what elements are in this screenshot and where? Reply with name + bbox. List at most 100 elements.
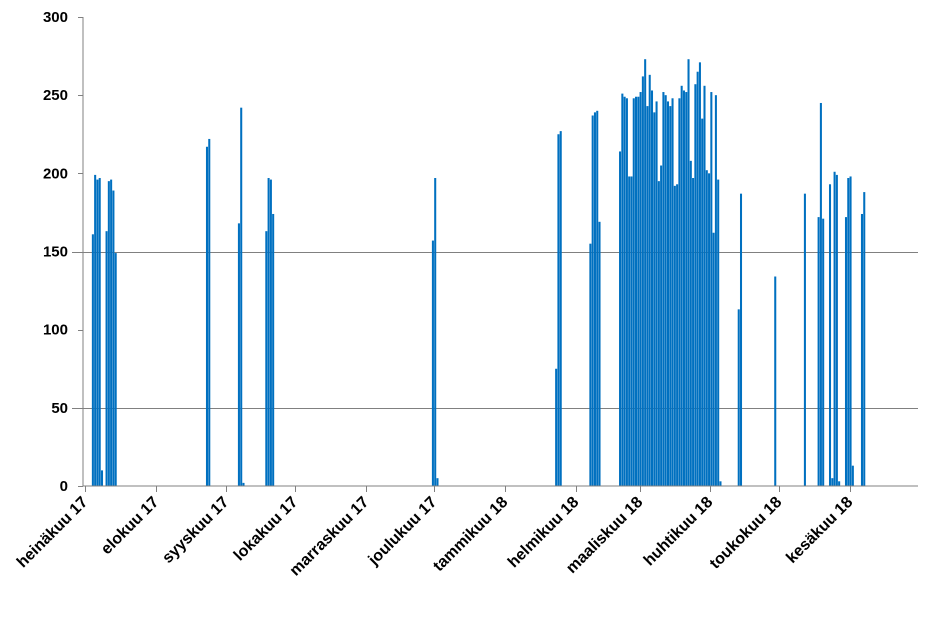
bar [696, 71, 699, 486]
bar [589, 243, 592, 486]
bar [653, 112, 656, 487]
bar [703, 85, 706, 486]
bar [833, 171, 836, 486]
bar [91, 234, 94, 486]
bar [240, 107, 243, 487]
bar [625, 98, 628, 486]
bar [98, 178, 101, 486]
bar [272, 213, 275, 487]
bar [685, 92, 688, 486]
bar [434, 178, 437, 486]
bar [657, 181, 660, 486]
bar [619, 151, 622, 486]
bar [641, 76, 644, 486]
bar [737, 309, 740, 486]
bar [838, 481, 841, 486]
y-tick-label: 0 [60, 478, 68, 495]
bar [431, 240, 434, 486]
bar [559, 131, 562, 486]
bar [208, 138, 211, 486]
x-tick-label: joulukuu 17 [365, 494, 441, 570]
bar [717, 179, 720, 486]
x-tick-label: heinäkuu 17 [14, 494, 91, 571]
bar [557, 134, 560, 486]
bar [593, 112, 596, 487]
bar [269, 179, 272, 486]
bar [650, 90, 654, 486]
bar [112, 190, 115, 486]
bar [666, 101, 670, 487]
bar [598, 221, 601, 487]
bar [682, 90, 685, 486]
y-tick-label: 150 [43, 244, 68, 261]
bar [705, 170, 708, 486]
bar [596, 110, 599, 487]
bar [689, 160, 692, 486]
bar [819, 102, 822, 486]
y-tick-label: 100 [43, 322, 68, 339]
bar [692, 178, 695, 486]
bar [110, 179, 113, 486]
bar [637, 96, 640, 486]
bar [831, 478, 834, 486]
bar [849, 176, 852, 486]
y-tick-label: 250 [43, 87, 68, 104]
bar [835, 174, 838, 486]
bar [687, 59, 690, 487]
bar [863, 192, 866, 486]
bar [591, 115, 594, 487]
x-tick-label: huhtikuu 18 [641, 494, 717, 570]
bar [436, 478, 439, 486]
bar [822, 218, 825, 487]
bar [817, 217, 820, 487]
bar [555, 368, 558, 486]
x-tick-label: lokakuu 17 [231, 494, 302, 565]
y-axis-tick-labels: 0 50 100 150 200 250 300 [43, 9, 83, 495]
bar [96, 179, 99, 486]
bar [662, 92, 665, 486]
bar [698, 62, 701, 487]
bar [774, 276, 777, 486]
bar [669, 106, 672, 487]
x-tick-label: toukokuu 18 [707, 494, 786, 573]
x-tick-label: kesäkuu 18 [783, 494, 856, 567]
bar [639, 92, 642, 486]
bar [694, 84, 697, 486]
bar [632, 98, 635, 486]
bar [646, 106, 649, 487]
bar [708, 173, 711, 486]
bar [237, 223, 240, 487]
bar [739, 193, 743, 486]
x-tick-label: tammikuu 18 [430, 494, 511, 575]
bar [205, 146, 209, 486]
bar [265, 231, 268, 486]
bar [803, 193, 806, 486]
bar [680, 85, 683, 486]
bar [847, 178, 850, 486]
bar [100, 470, 104, 486]
bar [648, 74, 651, 486]
bar [714, 95, 717, 487]
bar [660, 165, 663, 486]
bar [676, 184, 679, 486]
bar [710, 92, 713, 486]
bar [621, 93, 624, 486]
bar [655, 101, 658, 487]
y-tick-label: 50 [51, 400, 68, 417]
bar [630, 176, 633, 486]
gridlines [72, 252, 918, 409]
bar [719, 481, 722, 486]
bar [105, 231, 108, 486]
bar [635, 96, 638, 486]
bars [91, 59, 866, 487]
bar [114, 253, 117, 486]
bar [94, 174, 97, 486]
bar [851, 465, 854, 486]
bar [623, 96, 626, 486]
bar [673, 185, 676, 486]
bar [664, 95, 667, 487]
bar [860, 213, 863, 487]
bar [628, 176, 631, 486]
bar [844, 217, 848, 487]
